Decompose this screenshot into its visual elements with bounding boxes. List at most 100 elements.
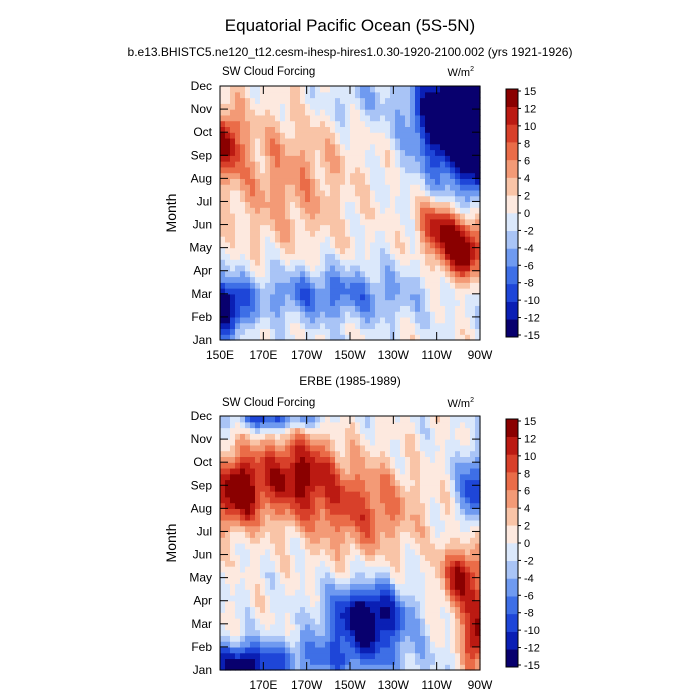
- month-tick-label: Aug: [191, 501, 212, 515]
- heatmap-cell: [430, 421, 436, 429]
- heatmap-cell: [240, 496, 246, 504]
- heatmap-cell: [470, 491, 476, 498]
- heatmap-cell: [415, 132, 421, 139]
- heatmap-cell: [435, 288, 441, 295]
- heatmap-cell: [285, 600, 291, 608]
- heatmap-cell: [290, 554, 296, 561]
- heatmap-cell: [430, 560, 436, 567]
- heatmap-cell: [365, 600, 371, 608]
- heatmap-cell: [320, 149, 326, 156]
- heatmap-cell: [240, 207, 246, 214]
- heatmap-cell: [295, 658, 301, 665]
- heatmap-cell: [350, 224, 356, 231]
- heatmap-cell: [245, 577, 251, 585]
- heatmap-cell: [425, 612, 431, 619]
- heatmap-cell: [275, 109, 281, 116]
- heatmap-cell: [435, 213, 441, 220]
- heatmap-cell: [270, 259, 276, 266]
- heatmap-cell: [435, 178, 441, 185]
- heatmap-cell: [230, 577, 236, 585]
- heatmap-cell: [340, 491, 346, 498]
- heatmap-cell: [435, 91, 441, 99]
- heatmap-cell: [250, 641, 256, 648]
- heatmap-cell: [420, 554, 426, 561]
- heatmap-cell: [295, 508, 301, 515]
- heatmap-cell: [425, 91, 431, 99]
- heatmap-cell: [315, 201, 321, 208]
- heatmap-cell: [435, 664, 441, 671]
- heatmap-cell: [410, 207, 416, 214]
- heatmap-cell: [445, 641, 451, 648]
- heatmap-cell: [280, 485, 286, 492]
- heatmap-cell: [475, 462, 481, 469]
- heatmap-cell: [345, 664, 351, 671]
- heatmap-cell: [330, 201, 336, 208]
- heatmap-cell: [330, 178, 336, 185]
- heatmap-cell: [235, 270, 241, 278]
- heatmap-cell: [400, 195, 406, 203]
- heatmap-cell: [260, 207, 266, 214]
- heatmap-cell: [290, 334, 296, 341]
- heatmap-cell: [365, 195, 371, 203]
- heatmap-cell: [270, 230, 276, 237]
- heatmap-cell: [380, 496, 386, 504]
- heatmap-cell: [335, 612, 341, 619]
- heatmap-cell: [380, 253, 386, 260]
- heatmap-cell: [235, 473, 241, 481]
- heatmap-cell: [365, 189, 371, 197]
- heatmap-cell: [255, 589, 261, 596]
- heatmap-cell: [320, 560, 326, 567]
- heatmap-cell: [220, 658, 226, 665]
- heatmap-cell: [470, 253, 476, 260]
- heatmap-cell: [350, 143, 356, 151]
- heatmap-cell: [325, 201, 331, 208]
- heatmap-cell: [460, 496, 466, 504]
- heatmap-cell: [410, 224, 416, 231]
- heatmap-cell: [360, 491, 366, 498]
- heatmap-cell: [275, 195, 281, 203]
- heatmap-cell: [345, 589, 351, 596]
- units-superscript: 2: [470, 66, 474, 73]
- heatmap-cell: [410, 473, 416, 481]
- heatmap-cell: [340, 282, 346, 289]
- heatmap-cell: [350, 155, 356, 162]
- heatmap-cell: [350, 485, 356, 492]
- heatmap-cell: [450, 473, 456, 481]
- heatmap-cell: [355, 600, 361, 608]
- heatmap-cell: [430, 218, 436, 226]
- heatmap-cell: [260, 137, 266, 145]
- heatmap-cell: [435, 207, 441, 214]
- heatmap-cell: [400, 606, 406, 613]
- heatmap-cell: [255, 519, 261, 527]
- heatmap-cell: [455, 462, 461, 469]
- heatmap-cell: [235, 334, 241, 341]
- heatmap-cell: [250, 485, 256, 492]
- heatmap-cell: [470, 421, 476, 429]
- heatmap-cell: [300, 623, 306, 631]
- heatmap-cell: [360, 288, 366, 295]
- month-tick-label: Nov: [191, 432, 212, 446]
- heatmap-cell: [375, 91, 381, 99]
- heatmap-cell: [395, 253, 401, 260]
- heatmap-cell: [360, 201, 366, 208]
- heatmap-cell: [380, 143, 386, 151]
- heatmap-cell: [405, 311, 411, 318]
- heatmap-cell: [295, 120, 301, 128]
- heatmap-cell: [395, 311, 401, 318]
- heatmap-cell: [455, 334, 461, 341]
- heatmap-cell: [370, 166, 376, 174]
- heatmap-cell: [435, 218, 441, 226]
- heatmap-cell: [350, 189, 356, 197]
- heatmap-cell: [470, 589, 476, 596]
- heatmap-cell: [355, 120, 361, 128]
- heatmap-cell: [250, 612, 256, 619]
- heatmap-cell: [375, 316, 381, 324]
- heatmap-cell: [385, 502, 391, 509]
- heatmap-cell: [380, 566, 386, 573]
- heatmap-cell: [315, 444, 321, 452]
- heatmap-cell: [440, 589, 446, 596]
- heatmap-cell: [265, 86, 271, 93]
- heatmap-cell: [450, 137, 456, 145]
- heatmap-cell: [425, 311, 431, 318]
- heatmap-cell: [455, 126, 461, 133]
